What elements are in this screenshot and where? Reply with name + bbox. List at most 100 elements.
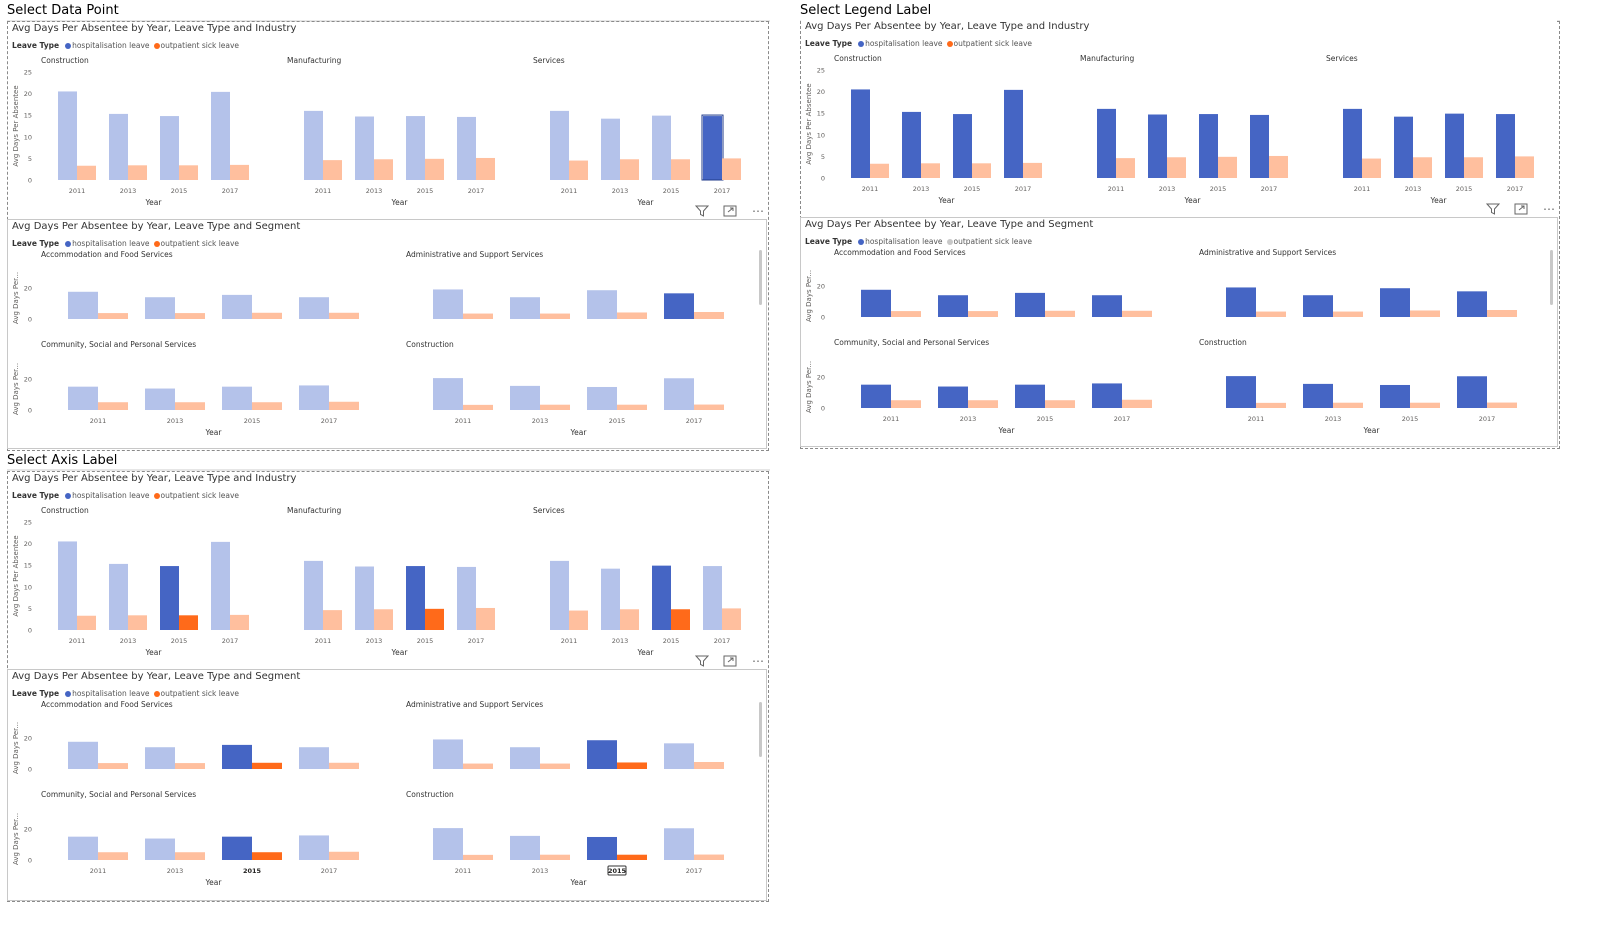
- y-axis-title[interactable]: Avg Days Per Absentee: [805, 83, 813, 164]
- bar-outpatient-2015[interactable]: [1410, 310, 1440, 317]
- bar-hospitalisation-2015[interactable]: [1015, 384, 1045, 408]
- bar-hospitalisation-2015[interactable]: [160, 116, 179, 180]
- x-axis-title[interactable]: Year: [145, 198, 163, 207]
- x-tick-label[interactable]: 2015: [1402, 415, 1419, 423]
- bar-outpatient-2011[interactable]: [98, 852, 128, 860]
- x-tick-label[interactable]: 2015: [964, 185, 981, 193]
- x-tick-label[interactable]: 2011: [1354, 185, 1371, 193]
- bar-hospitalisation-2013[interactable]: [902, 111, 921, 178]
- bar-outpatient-2015[interactable]: [252, 312, 282, 319]
- x-tick-label[interactable]: 2017: [686, 417, 703, 425]
- x-tick-label[interactable]: 2015: [663, 187, 680, 195]
- chart-segment-axis-label[interactable]: Avg Days Per Absentee by Year, Leave Typ…: [7, 669, 767, 901]
- bar-outpatient-2013[interactable]: [968, 400, 998, 408]
- bar-outpatient-2013[interactable]: [921, 163, 940, 178]
- bar-outpatient-2011[interactable]: [891, 311, 921, 317]
- x-tick-label[interactable]: 2015: [663, 637, 680, 645]
- x-tick-label[interactable]: 2011: [883, 415, 900, 423]
- bar-outpatient-2015[interactable]: [425, 608, 444, 630]
- x-tick-label[interactable]: 2013: [913, 185, 930, 193]
- bar-hospitalisation-2015[interactable]: [652, 565, 671, 630]
- x-tick-label[interactable]: 2017: [1507, 185, 1524, 193]
- bar-hospitalisation-2015[interactable]: [1015, 292, 1045, 317]
- legend-item-hospitalisation[interactable]: hospitalisation leave: [65, 491, 150, 500]
- y-axis-title[interactable]: Avg Days Per...: [12, 722, 20, 774]
- bar-hospitalisation-2017[interactable]: [703, 116, 722, 180]
- x-tick-label[interactable]: 2013: [366, 187, 383, 195]
- bar-hospitalisation-2011[interactable]: [68, 836, 98, 860]
- bar-outpatient-2013[interactable]: [540, 404, 570, 410]
- bar-hospitalisation-2011[interactable]: [861, 289, 891, 317]
- bar-outpatient-2017[interactable]: [694, 312, 724, 319]
- x-axis-title[interactable]: Year: [938, 196, 956, 205]
- x-axis-title[interactable]: Year: [570, 878, 588, 887]
- bar-hospitalisation-2017[interactable]: [1496, 114, 1515, 178]
- bar-hospitalisation-2015[interactable]: [1199, 114, 1218, 178]
- x-axis-title[interactable]: Year: [570, 428, 588, 437]
- bar-hospitalisation-2013[interactable]: [510, 385, 540, 410]
- bar-outpatient-2011[interactable]: [569, 160, 588, 180]
- bar-outpatient-2011[interactable]: [463, 313, 493, 319]
- bar-hospitalisation-2011[interactable]: [433, 378, 463, 410]
- bar-outpatient-2011[interactable]: [77, 615, 96, 630]
- bar-hospitalisation-2013[interactable]: [145, 297, 175, 319]
- x-axis-title[interactable]: Year: [391, 198, 409, 207]
- y-axis-title[interactable]: Avg Days Per...: [12, 813, 20, 865]
- x-tick-label[interactable]: 2013: [366, 637, 383, 645]
- x-tick-label[interactable]: 2013: [612, 187, 629, 195]
- bar-hospitalisation-2011[interactable]: [851, 89, 870, 178]
- bar-outpatient-2017[interactable]: [1515, 156, 1534, 178]
- vertical-scrollbar[interactable]: [759, 702, 762, 757]
- bar-hospitalisation-2015[interactable]: [587, 740, 617, 769]
- bar-hospitalisation-2011[interactable]: [433, 828, 463, 860]
- x-tick-label[interactable]: 2013: [532, 867, 549, 875]
- x-tick-label[interactable]: 2011: [315, 187, 332, 195]
- bar-outpatient-2013[interactable]: [175, 402, 205, 410]
- bar-hospitalisation-2015[interactable]: [1380, 384, 1410, 408]
- bar-outpatient-2017[interactable]: [1122, 310, 1152, 317]
- x-tick-label[interactable]: 2017: [714, 637, 731, 645]
- legend-item-hospitalisation[interactable]: hospitalisation leave: [65, 689, 150, 698]
- bar-outpatient-2013[interactable]: [1333, 402, 1363, 408]
- bar-hospitalisation-2015[interactable]: [406, 116, 425, 180]
- bar-outpatient-2017[interactable]: [722, 158, 741, 180]
- bar-hospitalisation-2017[interactable]: [1092, 295, 1122, 317]
- bar-outpatient-2017[interactable]: [694, 854, 724, 860]
- bar-outpatient-2011[interactable]: [463, 404, 493, 410]
- x-tick-label[interactable]: 2015: [609, 417, 626, 425]
- bar-outpatient-2017[interactable]: [1269, 155, 1288, 178]
- bar-hospitalisation-2013[interactable]: [601, 118, 620, 180]
- bar-hospitalisation-2013[interactable]: [355, 116, 374, 180]
- filter-icon[interactable]: [694, 654, 710, 668]
- bar-outpatient-2017[interactable]: [329, 762, 359, 769]
- bar-hospitalisation-2017[interactable]: [1250, 114, 1269, 178]
- bar-outpatient-2015[interactable]: [179, 615, 198, 630]
- vertical-scrollbar[interactable]: [1550, 250, 1553, 305]
- focus-mode-icon[interactable]: [722, 204, 738, 218]
- bar-hospitalisation-2011[interactable]: [1097, 108, 1116, 178]
- bar-outpatient-2017[interactable]: [694, 404, 724, 410]
- bar-outpatient-2013[interactable]: [968, 311, 998, 317]
- bar-outpatient-2013[interactable]: [540, 763, 570, 769]
- legend-item-outpatient[interactable]: outpatient sick leave: [946, 39, 1032, 48]
- bar-outpatient-2015[interactable]: [252, 762, 282, 769]
- bar-hospitalisation-2013[interactable]: [1394, 116, 1413, 178]
- bar-outpatient-2013[interactable]: [620, 609, 639, 630]
- x-tick-label[interactable]: 2015: [171, 637, 188, 645]
- x-axis-title[interactable]: Year: [145, 648, 163, 657]
- bar-outpatient-2013[interactable]: [1167, 157, 1186, 178]
- bar-hospitalisation-2013[interactable]: [938, 386, 968, 408]
- x-tick-label[interactable]: 2017: [222, 187, 239, 195]
- bar-hospitalisation-2015[interactable]: [222, 294, 252, 319]
- x-tick-label[interactable]: 2013: [960, 415, 977, 423]
- bar-outpatient-2013[interactable]: [374, 609, 393, 630]
- chart-segment-legend-label[interactable]: Avg Days Per Absentee by Year, Leave Typ…: [800, 217, 1558, 447]
- x-axis-title[interactable]: Year: [205, 878, 223, 887]
- x-tick-label[interactable]: 2015: [1037, 415, 1054, 423]
- bar-outpatient-2015[interactable]: [1045, 400, 1075, 408]
- bar-outpatient-2015[interactable]: [252, 852, 282, 860]
- bar-hospitalisation-2017[interactable]: [664, 378, 694, 410]
- more-options-icon[interactable]: ⋯: [752, 204, 764, 218]
- x-tick-label[interactable]: 2017: [1261, 185, 1278, 193]
- x-tick-label[interactable]: 2011: [69, 637, 86, 645]
